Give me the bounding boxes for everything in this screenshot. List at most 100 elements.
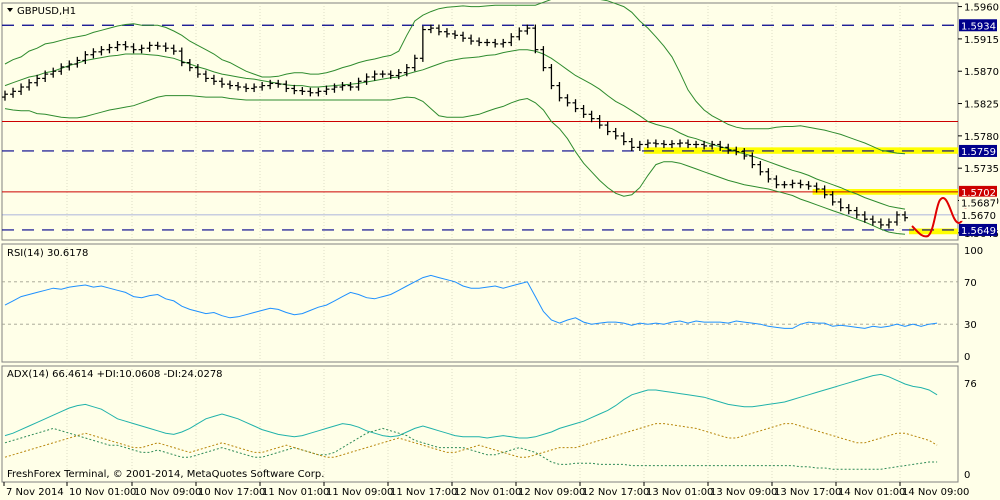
price-bar xyxy=(741,148,748,160)
price-bar xyxy=(66,60,73,71)
time-axis-label: 13 Nov 09:00 xyxy=(710,487,777,498)
price-bar xyxy=(210,74,217,85)
price-bar xyxy=(725,143,732,154)
price-bar xyxy=(34,74,41,87)
time-axis-label: 10 Nov 17:00 xyxy=(198,487,265,498)
price-bar xyxy=(146,41,153,52)
price-bar xyxy=(154,41,161,50)
price-bars xyxy=(2,24,908,229)
price-axis-label: 1.5735 xyxy=(964,164,999,175)
price-tag-box xyxy=(959,19,997,32)
price-bar xyxy=(556,82,563,102)
price-bar xyxy=(757,161,764,176)
price-grid xyxy=(66,3,901,240)
price-bar xyxy=(548,64,555,90)
adx-grid xyxy=(66,366,901,482)
price-bar xyxy=(588,110,595,123)
price-tag-box xyxy=(959,208,997,221)
copyright-footer: FreshForex Terminal, © 2001-2014, MetaQu… xyxy=(7,469,324,480)
price-bar xyxy=(781,181,788,189)
price-bar xyxy=(628,138,635,151)
price-bar xyxy=(805,181,812,190)
price-bar xyxy=(596,115,603,129)
price-bar xyxy=(331,83,338,93)
rsi-series xyxy=(4,274,938,329)
price-bar xyxy=(612,127,619,140)
upper-band-line xyxy=(4,0,906,155)
price-bar xyxy=(500,38,507,48)
price-bar xyxy=(821,185,828,199)
price-bar xyxy=(178,47,185,67)
time-axis-label: 12 Nov 01:00 xyxy=(454,487,521,498)
price-bar xyxy=(813,182,820,193)
price-bar xyxy=(869,215,876,226)
price-bar xyxy=(902,211,908,222)
time-axis-label: 14 Nov 09:00 xyxy=(902,487,969,498)
highlight-zone xyxy=(909,228,958,235)
rsi-panel-frame xyxy=(1,243,959,363)
price-bar xyxy=(685,139,692,149)
price-tag-box xyxy=(959,223,997,236)
price-bar xyxy=(235,82,242,91)
price-tag-label: 1.5649 xyxy=(961,226,996,237)
price-tag-box xyxy=(959,144,997,157)
price-bar xyxy=(2,90,8,101)
price-bar xyxy=(572,99,579,113)
price-bar xyxy=(58,63,65,75)
price-tag-label: 1.5759 xyxy=(961,147,996,158)
price-bar xyxy=(42,70,49,82)
time-axis-label: 11 Nov 01:00 xyxy=(262,487,329,498)
price-bar xyxy=(564,94,571,107)
price-bar xyxy=(259,82,266,91)
price-bar xyxy=(468,34,475,45)
price-axis-label: 1.5915 xyxy=(964,35,999,46)
price-bar xyxy=(516,27,523,41)
rsi-axis-label: 30 xyxy=(964,320,977,331)
minus-di-line xyxy=(4,423,938,458)
price-bar xyxy=(765,168,772,183)
price-bar xyxy=(524,24,531,35)
price-bar xyxy=(227,80,233,90)
price-bar xyxy=(427,24,434,34)
highlight-zone xyxy=(643,147,958,154)
price-bar xyxy=(508,33,515,47)
rsi-axis-label: 70 xyxy=(964,278,977,289)
price-bar xyxy=(275,79,282,88)
adx-panel-frame xyxy=(1,365,959,483)
bollinger-bands xyxy=(4,0,906,235)
price-tag-label: 1.5670 xyxy=(961,211,996,222)
price-bar xyxy=(291,84,298,95)
rsi-line xyxy=(4,274,938,329)
price-bar xyxy=(660,140,667,149)
price-bar xyxy=(170,44,177,55)
price-bar xyxy=(717,140,724,151)
price-tag-label: 1.5687 xyxy=(961,199,996,210)
price-bar xyxy=(307,87,314,97)
price-bar xyxy=(26,79,33,91)
price-bar xyxy=(194,64,201,78)
price-bar xyxy=(861,211,868,223)
price-bar xyxy=(106,43,113,54)
price-bar xyxy=(411,54,418,72)
price-bar xyxy=(202,70,209,82)
price-bar xyxy=(532,24,539,54)
price-bar xyxy=(186,59,193,72)
price-bar xyxy=(283,80,290,93)
price-bar xyxy=(749,152,756,169)
dropdown-triangle-icon[interactable] xyxy=(7,8,13,12)
price-bar xyxy=(885,218,892,229)
price-bar xyxy=(130,43,137,54)
price-axis-label: 1.5870 xyxy=(964,67,999,78)
price-bar xyxy=(540,46,547,72)
price-bar xyxy=(452,30,458,39)
symbol-label: GBPUSD,H1 xyxy=(17,6,76,17)
price-axis-label: 1.5960 xyxy=(964,3,999,14)
price-bar xyxy=(580,104,587,118)
price-bar xyxy=(604,121,611,136)
adx-line xyxy=(4,373,938,439)
price-bar xyxy=(460,31,467,42)
